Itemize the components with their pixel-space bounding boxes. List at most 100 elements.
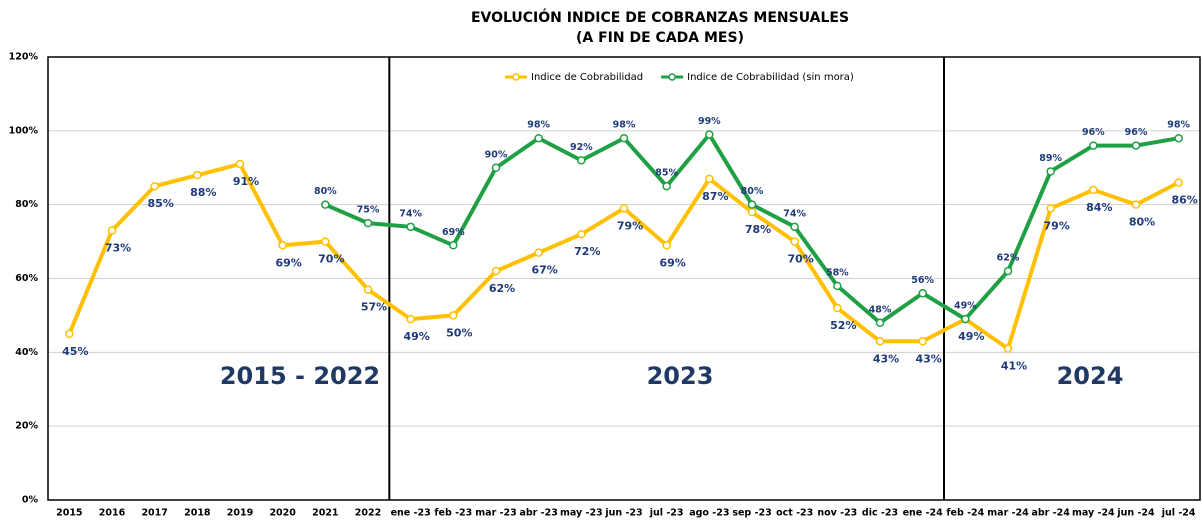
data-label: 75% [357,205,380,216]
x-tick-label: 2015 [56,508,82,519]
data-label: 69% [659,256,685,269]
point-marker [491,266,501,276]
data-label: 96% [1125,127,1148,138]
x-tick-label: ene -23 [391,508,431,519]
point-marker [107,226,117,235]
x-tick-label: ene -24 [903,508,944,519]
point-marker [577,229,586,239]
data-label: 49% [958,330,984,343]
point-marker [1174,178,1183,187]
y-tick-label: 20% [15,421,38,432]
point-marker [1046,204,1055,213]
x-tick-label: 2019 [227,508,253,519]
point-marker [1131,141,1141,150]
point-marker [705,130,714,139]
data-label: 74% [783,208,806,219]
x-tick-label: abr -23 [519,508,557,519]
x-tick-label: 2022 [355,508,381,519]
point-marker [875,318,885,328]
data-label: 80% [1129,216,1155,229]
data-label: 62% [997,253,1020,264]
point-marker [363,285,373,294]
point-marker [534,133,543,143]
chart-subtitle: (A FIN DE CADA MES) [576,30,744,46]
data-label: 88% [190,186,216,199]
data-label: 85% [147,197,173,210]
point-marker [1089,141,1098,150]
legend-marker [668,73,676,81]
point-marker [278,241,287,250]
data-label: 74% [399,208,422,219]
data-label: 80% [314,186,337,197]
point-marker [1046,167,1055,176]
point-marker [1174,133,1183,143]
point-marker [193,170,202,180]
point-marker [662,241,671,250]
point-marker [577,156,586,165]
y-tick-label: 100% [9,125,39,136]
data-label: 45% [62,345,88,358]
data-label: 80% [741,186,764,197]
data-label: 50% [446,326,472,339]
point-marker [918,337,927,346]
x-tick-label: ago -23 [689,508,729,519]
point-marker [150,181,159,191]
data-label: 57% [361,301,387,314]
x-tick-label: jul -24 [1161,508,1196,519]
data-label: 43% [915,352,941,365]
data-label: 90% [485,149,508,160]
point-marker [747,207,757,217]
point-marker [1131,200,1141,209]
y-tick-label: 120% [9,52,39,63]
section-label: 2024 [1057,362,1124,390]
y-tick-label: 0% [22,495,39,506]
x-tick-label: 2021 [312,508,338,519]
point-marker [790,222,799,232]
x-tick-label: feb -23 [434,508,472,519]
x-tick-label: jun -23 [604,508,642,519]
point-marker [1003,266,1013,276]
data-label: 73% [105,242,131,255]
section-label: 2023 [647,362,714,390]
data-label: 89% [1039,153,1062,164]
x-tick-label: mar -24 [987,508,1029,519]
data-label: 67% [531,264,557,277]
x-tick-label: jun -24 [1116,508,1155,519]
point-marker [321,237,330,246]
point-marker [833,281,842,291]
y-tick-label: 60% [15,273,38,284]
x-tick-label: 2016 [99,508,126,519]
x-tick-label: sep -23 [732,508,771,519]
y-tick-label: 40% [15,347,38,358]
x-tick-label: feb -24 [946,508,984,519]
point-marker [619,133,629,143]
data-label: 49% [954,301,977,312]
legend-marker [512,73,520,81]
data-label: 43% [873,352,899,365]
data-label: 98% [527,120,550,131]
data-label: 70% [787,253,813,266]
data-label: 69% [442,227,465,238]
point-marker [406,314,415,324]
point-marker [363,218,373,228]
point-marker [491,163,501,172]
data-label: 58% [826,267,849,278]
data-label: 56% [911,275,934,286]
section-label: 2015 - 2022 [220,362,380,390]
point-marker [833,303,842,313]
x-tick-label: may -23 [560,508,603,519]
data-label: 69% [275,256,301,269]
data-label: 98% [613,120,636,131]
data-label: 72% [574,245,600,258]
x-tick-label: mar -23 [475,508,516,519]
point-marker [619,204,629,213]
point-marker [705,174,714,184]
data-label: 98% [1167,120,1190,131]
point-marker [747,200,757,209]
point-marker [449,241,458,250]
point-marker [321,200,330,209]
point-marker [662,181,671,191]
point-marker [918,289,927,298]
data-label: 84% [1086,201,1112,214]
